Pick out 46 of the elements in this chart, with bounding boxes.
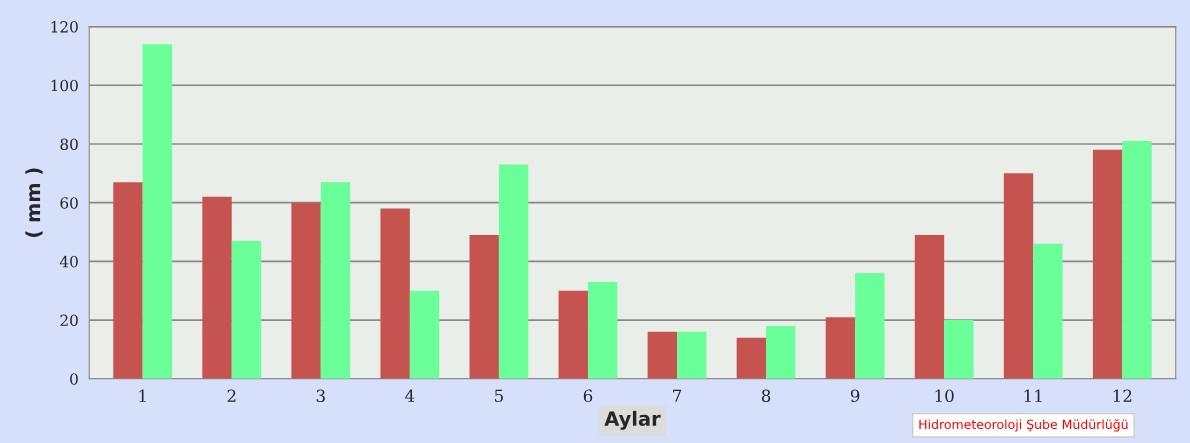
bar [231, 240, 262, 379]
y-tick-label: 20 [60, 314, 78, 327]
bar [469, 234, 499, 379]
bar [587, 281, 618, 379]
y-tick-label: 40 [59, 255, 78, 268]
bar [1003, 173, 1034, 379]
x-tick-label: 12 [1113, 389, 1132, 402]
bar [736, 337, 767, 379]
x-tick-label: 11 [1024, 389, 1042, 402]
x-tick-label: 10 [935, 389, 954, 403]
x-tick-label: 5 [495, 389, 503, 403]
x-tick-label: 9 [850, 389, 860, 403]
bar [677, 331, 707, 379]
x-tick-label: 6 [583, 389, 593, 403]
bar [944, 320, 974, 379]
bar [202, 196, 232, 379]
bar [142, 44, 173, 379]
bar [766, 325, 796, 379]
bar [409, 290, 440, 379]
bar [1092, 149, 1123, 379]
bar [825, 317, 856, 379]
y-tick-label: 120 [51, 21, 78, 33]
x-tick-label: 4 [405, 389, 415, 402]
bar [291, 202, 321, 379]
y-tick-label: 60 [60, 197, 78, 209]
x-tick-label: 3 [316, 389, 325, 403]
bar [914, 234, 945, 379]
bar [1033, 243, 1063, 379]
bar [380, 208, 410, 379]
bar [320, 182, 351, 379]
bar [113, 182, 143, 379]
y-tick-label: 100 [51, 79, 78, 92]
x-tick-label: 8 [761, 389, 771, 403]
bar [855, 273, 885, 379]
y-tick-label: 0 [70, 373, 78, 385]
bar [558, 290, 588, 379]
x-tick-label: 1 [139, 389, 146, 402]
y-tick-label: 80 [60, 138, 78, 150]
x-tick-label: 7 [673, 389, 682, 402]
bar [498, 164, 529, 379]
x-axis-title: Aylar [604, 410, 661, 430]
bar [647, 331, 678, 379]
y-axis-title: ( mm ) [25, 168, 43, 237]
x-tick-label: 2 [227, 389, 236, 402]
bar [1122, 141, 1152, 379]
text: Hidrometeoroloji Şube Müdürlüğü [919, 419, 1128, 432]
